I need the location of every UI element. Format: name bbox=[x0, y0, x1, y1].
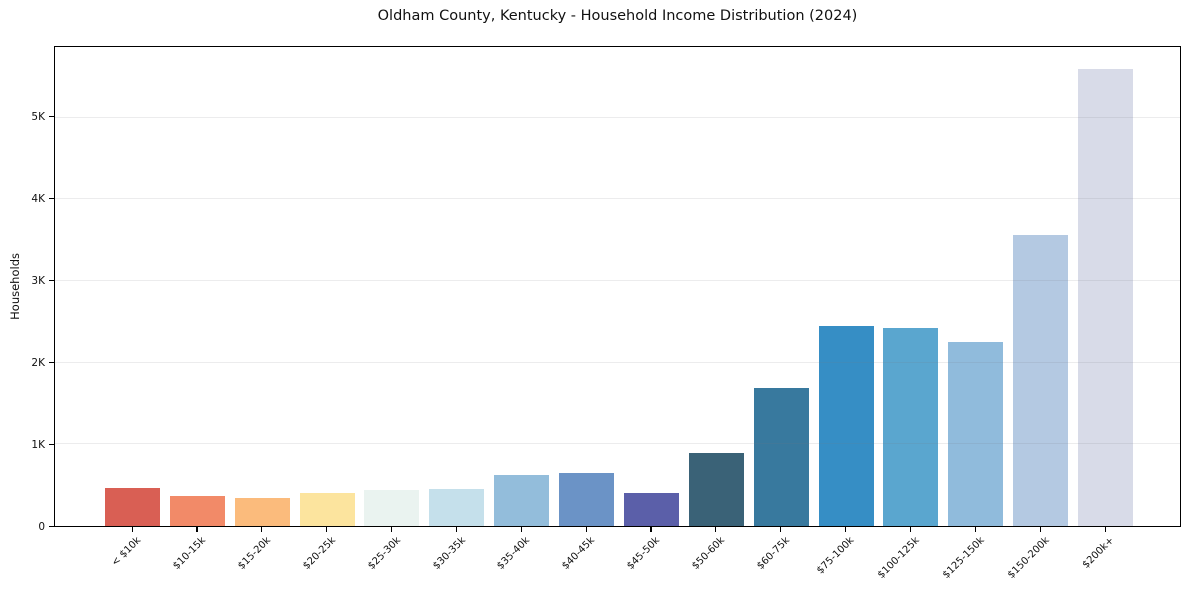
gridline-5K bbox=[55, 116, 1180, 118]
y-tick-mark bbox=[49, 116, 54, 118]
y-tick-mark bbox=[49, 444, 54, 446]
x-tick-label: $15-20k bbox=[236, 535, 274, 572]
bar-$20-25k bbox=[299, 493, 355, 526]
y-tick-label: 1K bbox=[31, 439, 45, 451]
gridline-1K bbox=[55, 443, 1180, 445]
x-tick-mark bbox=[261, 527, 263, 532]
bar-$45-50k bbox=[623, 492, 679, 526]
x-tick-mark bbox=[326, 527, 328, 532]
bar-$200k+ bbox=[1078, 68, 1133, 526]
bar-$60-75k bbox=[753, 388, 809, 526]
gridline-4K bbox=[55, 198, 1180, 200]
gridline-3K bbox=[55, 280, 1180, 282]
y-tick-label: 3K bbox=[31, 275, 45, 287]
x-tick-mark bbox=[845, 527, 847, 532]
y-tick-mark bbox=[49, 280, 54, 282]
x-tick-mark bbox=[1039, 527, 1041, 532]
bar-$30-35k bbox=[429, 489, 485, 526]
y-tick-label: 2K bbox=[31, 357, 45, 369]
y-tick-mark bbox=[49, 198, 54, 200]
x-tick-label: $25-30k bbox=[365, 535, 403, 572]
y-tick-label: 4K bbox=[31, 193, 45, 205]
bar-$10-15k bbox=[169, 496, 225, 526]
x-tick-mark bbox=[196, 527, 198, 532]
x-tick-label: $20-25k bbox=[300, 535, 338, 572]
x-tick-mark bbox=[520, 527, 522, 532]
bar-$50-60k bbox=[688, 453, 744, 526]
y-tick-mark bbox=[49, 526, 54, 528]
x-tick-label: $35-40k bbox=[495, 535, 533, 572]
bar-$40-45k bbox=[559, 472, 615, 526]
x-tick-label: $200k+ bbox=[1080, 535, 1117, 571]
x-tick-label: $100-125k bbox=[875, 535, 922, 581]
gridline-2K bbox=[55, 361, 1180, 363]
x-tick-mark bbox=[390, 527, 393, 532]
x-tick-mark bbox=[585, 527, 587, 532]
x-tick-mark bbox=[909, 527, 912, 532]
y-tick-mark bbox=[49, 362, 54, 364]
x-tick-mark bbox=[974, 527, 976, 532]
x-tick-label: $40-45k bbox=[560, 535, 598, 572]
bar-< $10k bbox=[105, 487, 160, 526]
bar-$15-20k bbox=[234, 498, 290, 526]
x-tick-label: $125-150k bbox=[940, 535, 987, 581]
y-tick-label: 5K bbox=[31, 111, 45, 123]
x-tick-label: $75-100k bbox=[815, 535, 857, 577]
bar-$75-100k bbox=[818, 325, 874, 526]
bar-$150-200k bbox=[1013, 234, 1069, 526]
x-tick-label: $10-15k bbox=[171, 535, 209, 572]
bar-$100-125k bbox=[883, 327, 939, 526]
x-tick-mark bbox=[1104, 527, 1106, 532]
bar-$25-30k bbox=[364, 490, 420, 526]
x-tick-label: $60-75k bbox=[755, 535, 792, 572]
x-tick-label: $150-200k bbox=[1005, 535, 1052, 581]
x-tick-mark bbox=[650, 527, 652, 532]
x-tick-mark bbox=[131, 527, 133, 532]
x-tick-mark bbox=[455, 527, 458, 532]
bar-$35-40k bbox=[494, 475, 550, 526]
chart-title: Oldham County, Kentucky - Household Inco… bbox=[377, 8, 858, 24]
bar-$125-150k bbox=[948, 342, 1004, 526]
y-tick-label: 0 bbox=[38, 521, 45, 533]
x-tick-label: $30-35k bbox=[430, 535, 468, 572]
x-tick-mark bbox=[715, 527, 717, 532]
x-tick-label: $45-50k bbox=[625, 535, 663, 572]
plot-area bbox=[54, 46, 1181, 527]
x-tick-label: $50-60k bbox=[690, 535, 728, 572]
x-tick-label: < $10k bbox=[109, 535, 144, 569]
x-tick-mark bbox=[780, 527, 782, 532]
